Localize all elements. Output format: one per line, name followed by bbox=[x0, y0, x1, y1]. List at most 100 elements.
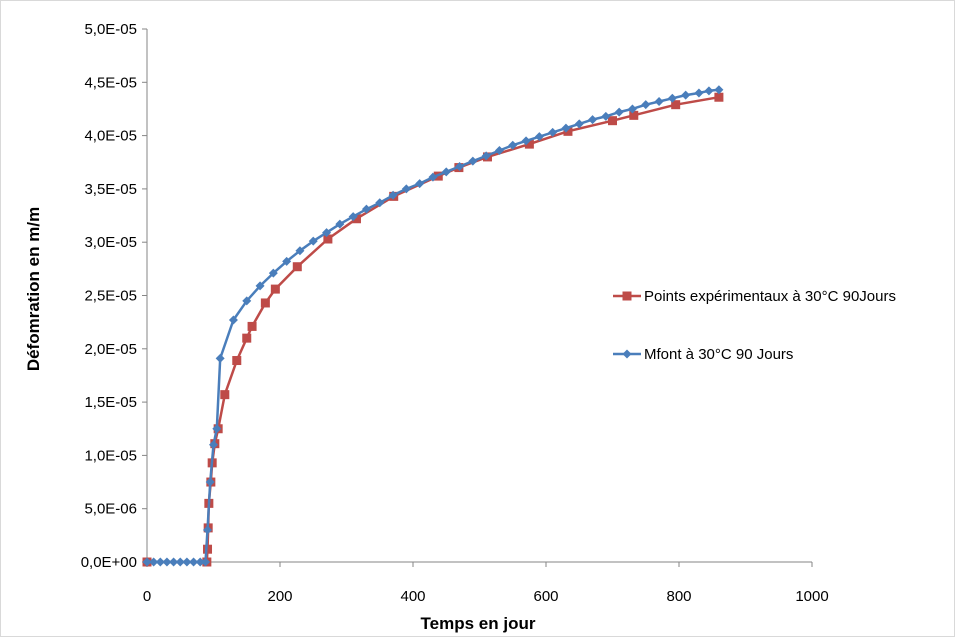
data-point bbox=[203, 525, 213, 535]
data-point bbox=[260, 298, 270, 308]
data-point bbox=[175, 557, 185, 567]
data-point bbox=[215, 353, 225, 363]
x-tick-label: 200 bbox=[267, 588, 292, 605]
data-point bbox=[468, 156, 478, 166]
data-point bbox=[182, 557, 192, 567]
data-point bbox=[494, 146, 504, 156]
data-point bbox=[428, 172, 438, 182]
data-point bbox=[667, 93, 677, 103]
x-axis-tick-labels: 0 200 400 600 800 1000 bbox=[143, 588, 829, 605]
data-point bbox=[521, 136, 531, 146]
data-point bbox=[212, 424, 222, 434]
data-point bbox=[169, 557, 179, 567]
data-point bbox=[627, 104, 637, 114]
y-tick-label: 5,0E-05 bbox=[84, 21, 137, 38]
legend-marker bbox=[622, 349, 632, 359]
y-axis-title: Défomration en m/m bbox=[24, 207, 43, 371]
data-point bbox=[714, 85, 724, 95]
y-tick-label: 1,5E-05 bbox=[84, 394, 137, 411]
data-point bbox=[681, 90, 691, 100]
y-tick-label: 3,0E-05 bbox=[84, 234, 137, 251]
data-point bbox=[292, 262, 302, 272]
series-model bbox=[142, 85, 724, 567]
data-point bbox=[282, 256, 292, 266]
data-point bbox=[351, 214, 361, 224]
data-point bbox=[694, 88, 704, 98]
data-point bbox=[654, 96, 664, 106]
data-point bbox=[455, 162, 465, 172]
data-point bbox=[524, 139, 534, 149]
y-tick-label: 3,5E-05 bbox=[84, 181, 137, 198]
legend-label: Mfont à 30°C 90 Jours bbox=[644, 346, 793, 363]
data-point bbox=[209, 440, 218, 450]
data-point bbox=[268, 268, 278, 278]
data-point bbox=[205, 477, 215, 487]
legend: Points expérimentaux à 30°C 90Jours Mfont… bbox=[613, 288, 896, 363]
data-point bbox=[574, 119, 584, 129]
data-point bbox=[142, 557, 152, 567]
y-tick-label: 0,0E+00 bbox=[81, 554, 137, 571]
data-point bbox=[348, 212, 358, 222]
series-line bbox=[147, 88, 720, 564]
data-point bbox=[534, 132, 544, 142]
y-tick-label: 4,0E-05 bbox=[84, 128, 137, 145]
legend-item: Points expérimentaux à 30°C 90Jours bbox=[613, 288, 896, 305]
data-point bbox=[601, 111, 611, 121]
series-line bbox=[147, 95, 720, 564]
x-tick-label: 0 bbox=[143, 588, 151, 605]
x-tick-label: 600 bbox=[533, 588, 558, 605]
data-point bbox=[242, 296, 252, 306]
data-point bbox=[155, 557, 165, 567]
legend-label: Points expérimentaux à 30°C 90Jours bbox=[644, 288, 896, 305]
data-point bbox=[714, 92, 724, 102]
data-point bbox=[671, 100, 681, 110]
data-point bbox=[242, 333, 252, 343]
data-point bbox=[308, 236, 318, 246]
data-point bbox=[614, 107, 624, 117]
data-point bbox=[704, 86, 714, 96]
x-tick-label: 400 bbox=[400, 588, 425, 605]
data-point bbox=[415, 179, 425, 189]
data-point bbox=[641, 100, 651, 110]
data-point bbox=[323, 234, 333, 244]
legend-marker bbox=[622, 291, 632, 301]
y-tick-label: 1,0E-05 bbox=[84, 447, 137, 464]
data-point bbox=[189, 557, 199, 567]
x-tick-label: 1000 bbox=[795, 588, 828, 605]
data-point bbox=[232, 356, 242, 366]
data-point bbox=[548, 127, 558, 137]
data-point bbox=[195, 557, 205, 567]
y-tick-label: 5,0E-06 bbox=[84, 501, 137, 518]
data-point bbox=[247, 321, 257, 331]
plot-series bbox=[142, 85, 724, 567]
y-tick-label: 2,5E-05 bbox=[84, 288, 137, 305]
data-point bbox=[295, 246, 305, 256]
data-point bbox=[255, 281, 265, 291]
data-point bbox=[481, 151, 491, 161]
data-point bbox=[322, 228, 332, 238]
x-axis-title: Temps en jour bbox=[421, 614, 536, 633]
y-tick-label: 4,5E-05 bbox=[84, 74, 137, 91]
data-point bbox=[361, 204, 371, 214]
data-point bbox=[335, 219, 345, 229]
data-point bbox=[563, 126, 573, 136]
data-point bbox=[608, 116, 617, 126]
data-point bbox=[508, 140, 518, 150]
data-point bbox=[270, 284, 280, 294]
data-point bbox=[162, 557, 172, 567]
data-point bbox=[588, 115, 598, 125]
data-point bbox=[375, 198, 385, 208]
data-point bbox=[401, 184, 411, 194]
y-tick-label: 2,0E-05 bbox=[84, 341, 137, 358]
x-tick-label: 800 bbox=[666, 588, 691, 605]
data-point bbox=[149, 557, 159, 567]
data-point bbox=[201, 557, 211, 567]
data-point bbox=[220, 390, 230, 400]
y-axis-tick-labels: 0,0E+00 5,0E-06 1,0E-05 1,5E-05 2,0E-05 2,5E-… bbox=[81, 21, 137, 571]
data-point bbox=[629, 110, 639, 120]
data-point bbox=[228, 315, 238, 325]
data-point bbox=[561, 123, 571, 133]
data-point bbox=[388, 190, 398, 200]
